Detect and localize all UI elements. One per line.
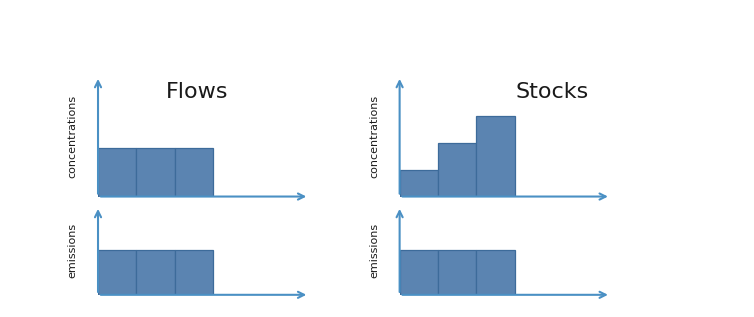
Text: Stocks: Stocks [516, 82, 589, 102]
Bar [438, 143, 477, 197]
Bar [477, 250, 515, 295]
Text: Flows: Flows [166, 82, 228, 102]
Bar [438, 250, 477, 295]
Bar [477, 116, 515, 197]
Bar [136, 148, 175, 197]
Bar [175, 148, 213, 197]
Bar [98, 148, 136, 197]
Text: emissions: emissions [68, 223, 78, 278]
Text: concentrations: concentrations [68, 95, 78, 178]
Text: emissions: emissions [369, 223, 379, 278]
Text: concentrations: concentrations [369, 95, 379, 178]
Bar [400, 170, 438, 197]
Bar [98, 250, 136, 295]
Bar [136, 250, 175, 295]
Bar [175, 250, 213, 295]
Bar [400, 250, 438, 295]
